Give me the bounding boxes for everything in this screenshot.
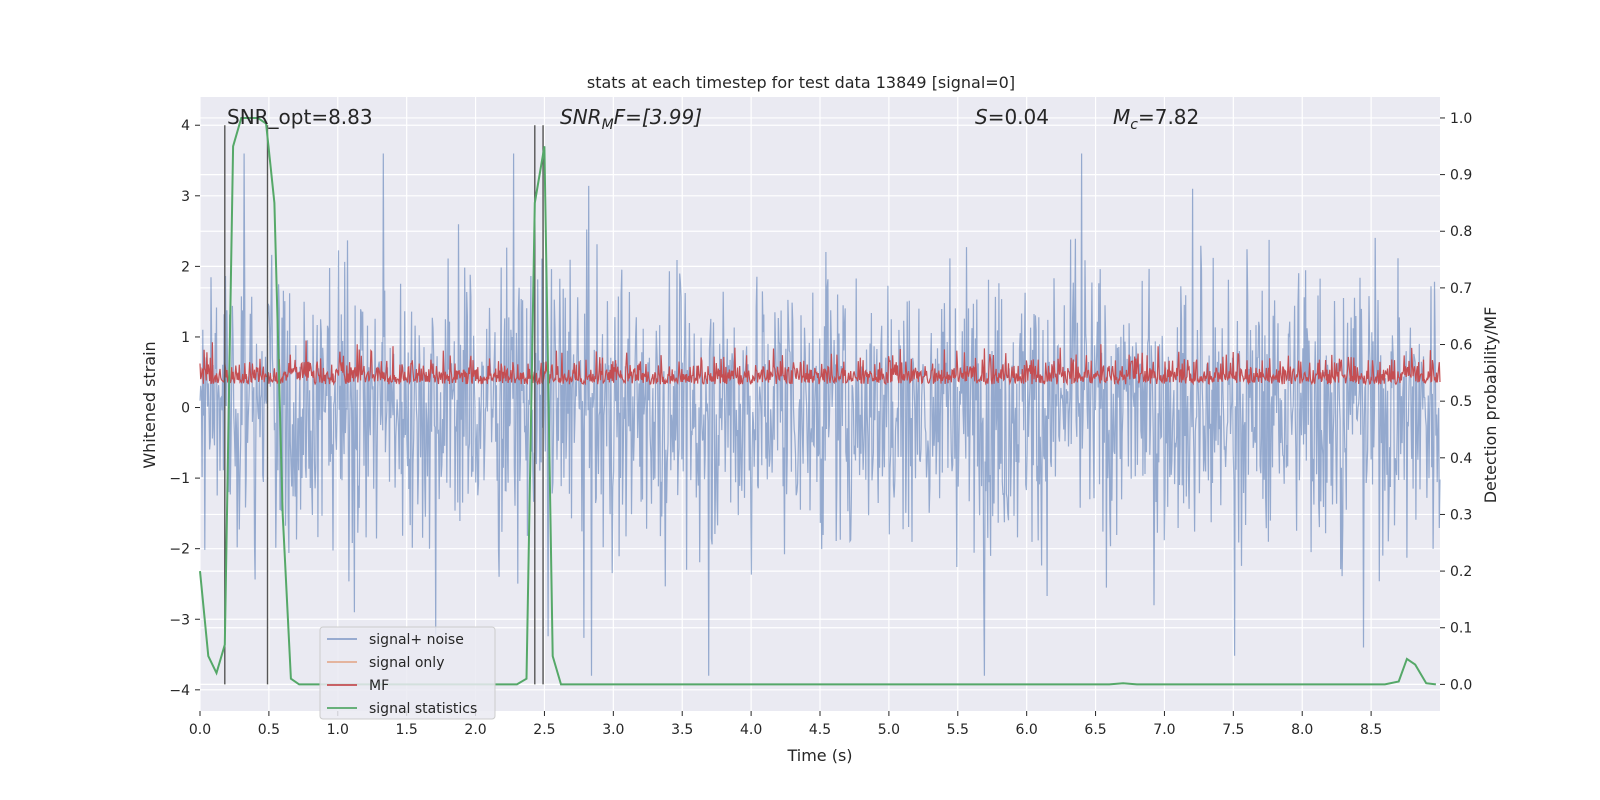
y-tick-label-5: 1 [181, 330, 190, 346]
y2-tick-label-3: 0.3 [1450, 507, 1472, 523]
mc-subscript: c [1130, 117, 1138, 133]
x-tick-label-14: 7.0 [1153, 722, 1175, 738]
s-name: S [975, 105, 988, 129]
signal-statistics-line [199, 117, 1437, 686]
y2-axis-label: Detection probability/MF [1481, 307, 1500, 504]
y-tick-label-1: −3 [169, 612, 190, 628]
s-value: =0.04 [988, 105, 1049, 129]
legend-box [319, 626, 496, 720]
legend-label-signal-only: signal only [369, 655, 444, 671]
y2-tick-label-0: 0.0 [1450, 677, 1472, 693]
mf-line [199, 340, 1441, 386]
x-tick-label-1: 0.5 [258, 722, 280, 738]
x-tick-label-15: 7.5 [1222, 722, 1244, 738]
y2-tick-label-5: 0.5 [1450, 394, 1472, 410]
legend-label-mf: MF [369, 678, 389, 694]
x-tick-label-4: 2.0 [464, 722, 486, 738]
signal-noise-line [199, 153, 1441, 676]
y-tick-label-2: −2 [169, 542, 190, 558]
x-tick-label-12: 6.0 [1016, 722, 1038, 738]
legend-label-signal-noise: signal+ noise [369, 632, 464, 648]
y2-tick-label-7: 0.7 [1450, 281, 1472, 297]
tick-labels: 0.0 0.5 1.0 1.5 2.0 2.5 3.0 3.5 4.0 4.5 5.0 5.5 6.0 6… [169, 111, 1472, 738]
signal-statistics-series [199, 117, 1437, 686]
y2-tick-label-9: 0.9 [1450, 168, 1472, 184]
x-tick-label-2: 1.0 [327, 722, 349, 738]
s-annotation: S=0.04 [975, 105, 1049, 129]
y2-tick-label-10: 1.0 [1450, 111, 1472, 127]
mc-value: =7.82 [1138, 105, 1199, 129]
x-tick-label-7: 3.5 [671, 722, 693, 738]
annotations: SNR_opt=8.83 SNRMF=[3.99] S=0.04 Mc=7.82 [227, 105, 1199, 133]
x-tick-label-9: 4.5 [809, 722, 831, 738]
mc-name: M [1113, 105, 1130, 129]
y-tick-label-6: 2 [181, 259, 190, 275]
snr-mf-name: SNR [560, 105, 602, 129]
x-tick-label-5: 2.5 [533, 722, 555, 738]
y-tick-label-4: 0 [181, 401, 190, 417]
snr-opt-annotation: SNR_opt=8.83 [227, 105, 373, 129]
chart-title: stats at each timestep for test data 138… [587, 73, 1015, 92]
y2-tick-label-8: 0.8 [1450, 224, 1472, 240]
x-tick-label-17: 8.5 [1360, 722, 1382, 738]
mf-series [199, 340, 1441, 386]
x-tick-label-16: 8.0 [1291, 722, 1313, 738]
snr-mf-tail: F=[3.99] [614, 105, 702, 129]
y2-tick-label-2: 0.2 [1450, 564, 1472, 580]
signal-noise-series [199, 153, 1441, 676]
y-tick-label-3: −1 [169, 471, 190, 487]
x-tick-label-0: 0.0 [189, 722, 211, 738]
snr-mf-subscript: M [602, 117, 614, 133]
x-tick-label-3: 1.5 [396, 722, 418, 738]
y2-tick-label-6: 0.6 [1450, 338, 1472, 354]
x-tick-label-6: 3.0 [602, 722, 624, 738]
x-axis-label: Time (s) [786, 746, 852, 765]
y2-tick-label-4: 0.4 [1450, 451, 1472, 467]
x-tick-label-10: 5.0 [878, 722, 900, 738]
legend: signal+ noise signal only MF signal stat… [319, 626, 496, 720]
x-tick-label-13: 6.5 [1084, 722, 1106, 738]
y-axis-label: Whitened strain [140, 341, 159, 468]
y-tick-label-7: 3 [181, 189, 190, 205]
x-tick-label-11: 5.5 [947, 722, 969, 738]
snr-mf-annotation: SNRMF=[3.99] [560, 105, 702, 133]
y-tick-label-0: −4 [169, 683, 190, 699]
mc-annotation: Mc=7.82 [1113, 105, 1199, 133]
y2-tick-label-1: 0.1 [1450, 621, 1472, 637]
x-tick-label-8: 4.0 [740, 722, 762, 738]
y-tick-label-8: 4 [181, 118, 190, 134]
legend-label-signal-statistics: signal statistics [369, 701, 477, 717]
